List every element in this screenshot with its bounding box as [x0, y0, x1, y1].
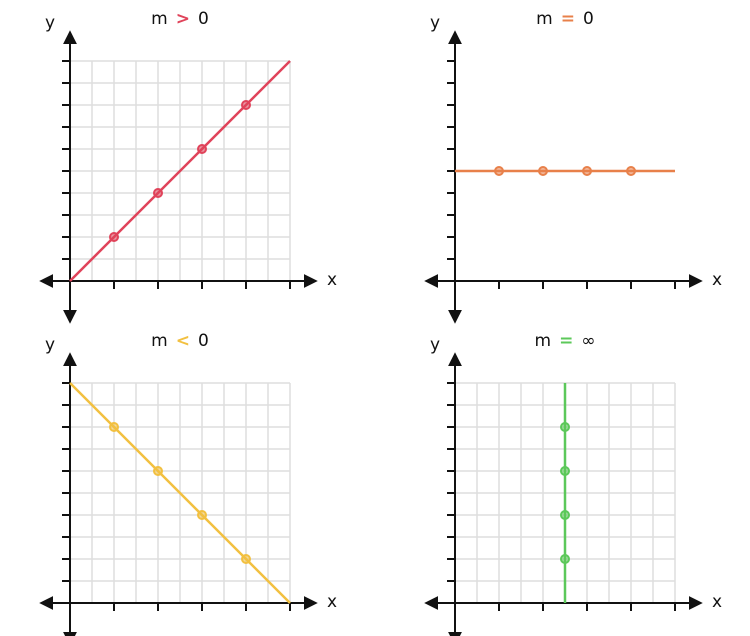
title-part: m — [536, 9, 553, 29]
title-part: 0 — [198, 9, 209, 29]
y-axis-label: y — [45, 335, 55, 355]
chart-title: m = 0 — [536, 9, 594, 29]
point — [153, 466, 163, 476]
plot: x y m >0 — [39, 9, 337, 324]
point — [197, 144, 207, 154]
point — [560, 510, 570, 520]
point — [109, 422, 119, 432]
y-axis-label: y — [430, 13, 440, 33]
title-part: ∞ — [581, 331, 595, 351]
x-axis-label: x — [712, 270, 722, 290]
title-part: m — [151, 331, 168, 351]
title-part: < — [176, 331, 190, 351]
point — [560, 554, 570, 564]
point — [109, 232, 119, 242]
point — [582, 166, 592, 176]
title-part: 0 — [198, 331, 209, 351]
title-part: m — [535, 331, 552, 351]
point — [560, 422, 570, 432]
point — [241, 100, 251, 110]
x-axis-label: x — [327, 270, 337, 290]
y-axis-label: y — [45, 13, 55, 33]
x-axis-label: x — [327, 592, 337, 612]
plot: x y m = 0 — [424, 9, 722, 324]
chart-title: m = ∞ — [535, 331, 596, 351]
point — [241, 554, 251, 564]
title-part: > — [176, 9, 190, 29]
title-part: 0 — [583, 9, 594, 29]
point — [626, 166, 636, 176]
title-part: m — [151, 9, 168, 29]
plot: x y m <0 — [39, 331, 337, 636]
chart-title: m >0 — [151, 9, 209, 29]
chart-title: m <0 — [151, 331, 209, 351]
point — [560, 466, 570, 476]
line — [69, 60, 291, 282]
point — [538, 166, 548, 176]
point — [197, 510, 207, 520]
plot: x y m = ∞ — [424, 331, 722, 636]
point — [494, 166, 504, 176]
y-axis-label: y — [430, 335, 440, 355]
title-part: = — [559, 331, 573, 351]
line — [69, 382, 291, 604]
x-axis-label: x — [712, 592, 722, 612]
point — [153, 188, 163, 198]
title-part: = — [561, 9, 575, 29]
